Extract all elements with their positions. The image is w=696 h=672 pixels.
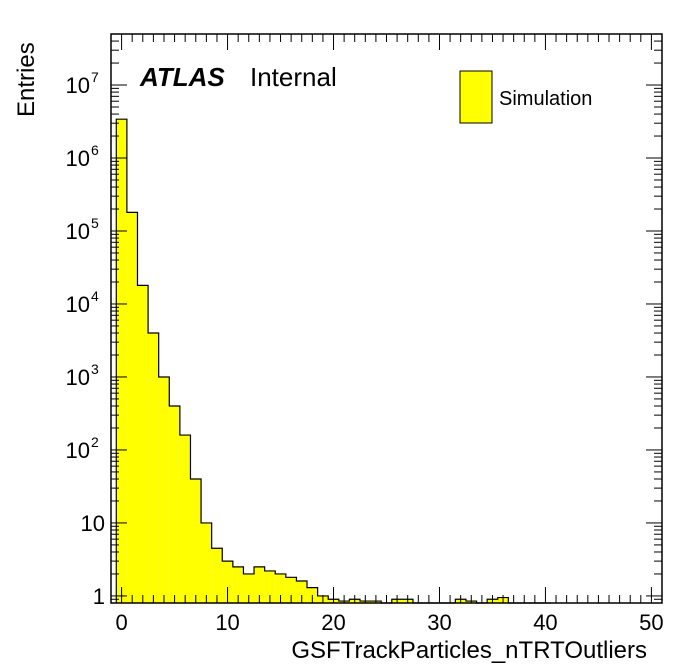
x-tick-label: 40 [533,610,557,635]
y-tick-label-exponent: 3 [91,361,99,377]
y-axis-title: Entries [13,42,40,117]
y-tick-label-exponent: 2 [91,434,99,450]
histogram-outline [115,118,551,604]
y-tick-label-base: 10 [66,438,90,463]
x-tick-label: 50 [639,610,663,635]
y-tick-label: 10 4 [66,288,99,317]
y-tick-label: 10 [81,511,105,536]
y-tick-label: 10 7 [66,69,99,98]
histogram-bar [296,581,308,603]
histogram-bar [190,478,202,603]
histogram-bar [169,406,180,603]
y-tick-label-base: 10 [66,73,90,98]
histogram-bar [285,577,297,603]
y-tick-label-exponent: 7 [91,69,99,85]
atlas-label-bold: ATLAS [139,62,225,92]
y-tick-label-exponent: 4 [91,288,99,304]
histogram-bar [126,212,138,603]
y-tick-label-base: 10 [66,146,90,171]
y-tick-label: 1 [93,584,105,609]
histogram-bar [179,435,191,603]
y-tick-label: 10 3 [66,361,99,390]
histogram-bar [201,522,212,603]
legend-swatch [459,70,493,124]
legend-entry-simulation: Simulation [499,88,592,110]
y-tick-label-base: 10 [66,365,90,390]
y-tick-label-exponent: 5 [91,215,99,231]
plot-frame [110,33,663,604]
histogram-bar [222,561,233,603]
histogram-bar [116,119,127,604]
histogram-bar [254,566,265,603]
histogram-bar [148,333,159,603]
y-tick-label: 10 2 [66,434,99,463]
histogram-bar [158,376,170,603]
x-tick-label: 30 [427,610,451,635]
histogram-bar [275,573,286,603]
histogram-bar [211,548,223,603]
x-axis-title: GSFTrackParticles_nTRTOutliers [291,637,647,664]
atlas-label-internal: Internal [250,62,337,92]
y-tick-label: 10 6 [66,142,99,171]
histogram-bar [232,566,244,603]
x-tick-label: 20 [321,610,345,635]
legend: Simulation [459,70,592,124]
y-tick-label-base: 10 [66,292,90,317]
y-tick-label-exponent: 6 [91,142,99,158]
x-tick-label: 10 [215,610,239,635]
y-tick-label: 10 5 [66,215,99,244]
y-tick-label-base: 10 [66,219,90,244]
histogram-bar [243,573,255,603]
histogram-bar [137,285,149,603]
histogram-bar [264,570,276,603]
atlas-label: ATLAS Internal [139,62,337,92]
x-tick-label: 0 [115,610,127,635]
